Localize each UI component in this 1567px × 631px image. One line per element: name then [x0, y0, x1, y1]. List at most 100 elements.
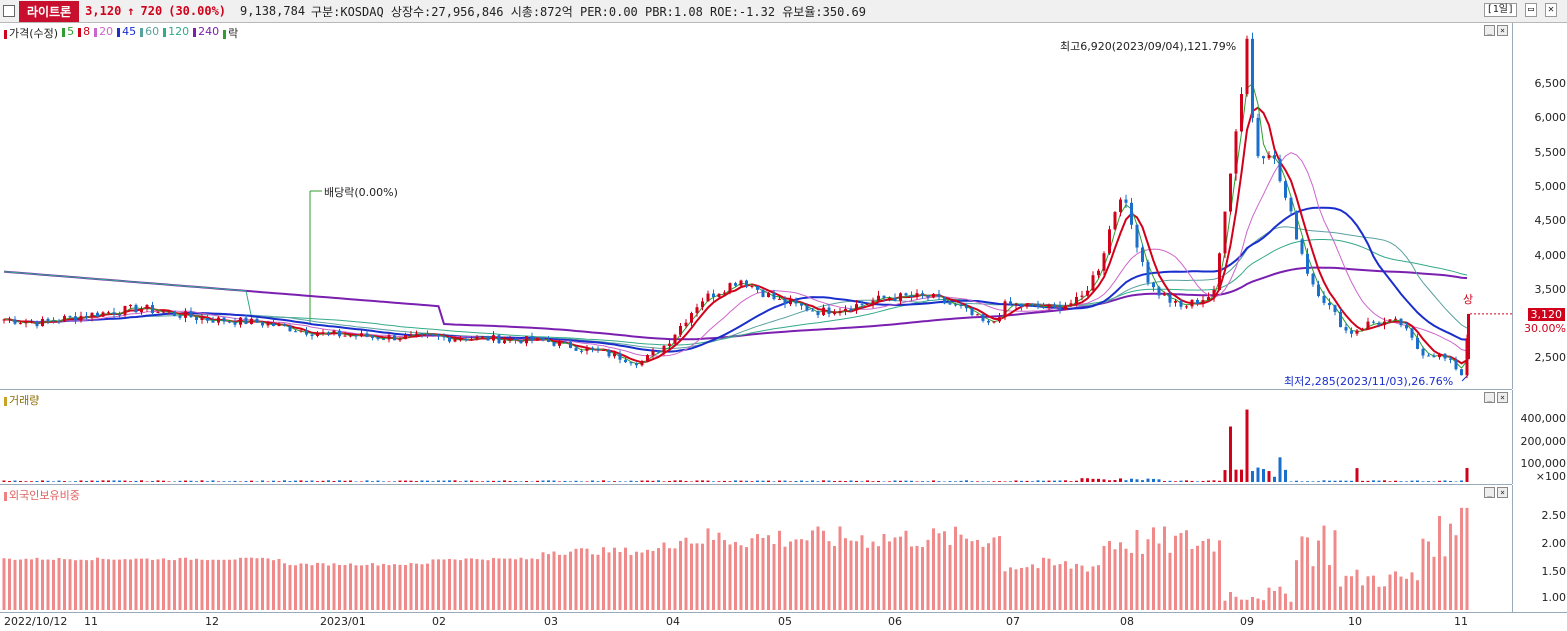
volume-bar — [1246, 410, 1249, 482]
restore-icon[interactable]: ▭ — [1525, 3, 1537, 17]
candle-body — [685, 323, 688, 326]
foreign-ratio-bar — [525, 559, 528, 610]
foreign-ratio-bar — [998, 536, 1001, 610]
candle-body — [1130, 203, 1133, 225]
candle-body — [976, 314, 979, 315]
legend-ex-dividend[interactable]: 락 — [223, 25, 238, 41]
foreign-ratio-chart[interactable] — [0, 485, 1512, 612]
price-legend: 가격(수정) 5 8 20 45 60 120 240 락 — [4, 25, 238, 41]
legend-ma-20[interactable]: 20 — [94, 25, 113, 41]
minimize-icon[interactable]: _ — [1484, 392, 1495, 403]
foreign-ratio-bar — [1433, 557, 1436, 610]
foreign-ratio-bar — [1180, 533, 1183, 610]
volume-bar — [448, 480, 451, 482]
volume-bar — [399, 481, 402, 482]
foreign-ratio-bar — [520, 558, 523, 610]
volume-bar — [1053, 481, 1056, 482]
volume-bar — [536, 481, 539, 482]
foreign-ratio-bar — [553, 552, 556, 610]
select-checkbox[interactable] — [3, 5, 15, 17]
foreign-ratio-bar — [795, 539, 798, 610]
volume-bar — [1422, 481, 1425, 482]
foreign-ratio-bar — [1009, 567, 1012, 610]
legend-ma-60[interactable]: 60 — [140, 25, 159, 41]
legend-ma-45[interactable]: 45 — [117, 25, 136, 41]
close-icon[interactable]: ✕ — [1545, 3, 1557, 17]
volume-bar — [311, 480, 314, 482]
volume-bar — [993, 481, 996, 482]
candle-body — [245, 318, 248, 324]
date-label: 09 — [1240, 615, 1254, 628]
foreign-ratio-bar — [25, 559, 28, 610]
volume-bar — [652, 481, 655, 482]
candle-body — [157, 312, 160, 313]
candle-body — [1070, 303, 1073, 305]
stock-name[interactable]: 라이트론 — [19, 1, 79, 22]
volume-bar — [745, 481, 748, 482]
volume-chart[interactable] — [0, 390, 1512, 484]
foreign-ratio-bar — [91, 560, 94, 610]
volume-bar — [751, 481, 754, 482]
legend-ma-120[interactable]: 120 — [163, 25, 189, 41]
foreign-ratio-bar — [135, 559, 138, 610]
volume-bar — [3, 481, 6, 482]
foreign-ratio-bar — [1213, 552, 1216, 610]
legend-ma-240[interactable]: 240 — [193, 25, 219, 41]
foreign-ratio-bar — [212, 560, 215, 610]
candle-body — [1383, 322, 1386, 325]
volume-bar — [289, 481, 292, 482]
candle-body — [1169, 294, 1172, 302]
price-chart[interactable] — [0, 23, 1512, 389]
foreign-ratio-bar — [822, 531, 825, 610]
volume-bar — [316, 481, 319, 482]
foreign-ratio-bar — [1015, 569, 1018, 610]
foreign-ratio-bar — [481, 560, 484, 610]
candle-body — [668, 344, 671, 346]
candle-body — [410, 334, 413, 335]
volume-bar — [1015, 480, 1018, 482]
foreign-ratio-bar — [388, 565, 391, 610]
price-tick: 5,000 — [1535, 180, 1567, 193]
candle-body — [707, 294, 710, 302]
candle-body — [448, 337, 451, 341]
volume-bar — [190, 481, 193, 482]
candle-body — [1295, 211, 1298, 239]
foreign-ratio-bar — [1460, 508, 1463, 610]
legend-price[interactable]: 가격(수정) — [4, 25, 58, 41]
minimize-icon[interactable]: _ — [1484, 25, 1495, 36]
volume-bar — [1158, 479, 1161, 482]
minimize-icon[interactable]: _ — [1484, 487, 1495, 498]
volume-bar — [1295, 481, 1298, 482]
candle-body — [404, 335, 407, 339]
candle-body — [1020, 304, 1023, 307]
close-icon[interactable]: × — [1497, 392, 1508, 403]
volume-bar — [124, 481, 127, 482]
foreign-ratio-bar — [778, 531, 781, 610]
foreign-ratio-bar — [30, 559, 33, 610]
volume-bar — [927, 481, 930, 482]
foreign-ratio-bar — [828, 541, 831, 610]
volume-bar — [1306, 481, 1309, 482]
candle-body — [795, 300, 798, 303]
legend-ma-8[interactable]: 8 — [78, 25, 90, 41]
candle-body — [69, 316, 72, 317]
volume-bar — [1119, 478, 1122, 482]
volume-bar — [1361, 481, 1364, 482]
volume-bar — [960, 481, 963, 482]
candle-body — [696, 307, 699, 313]
close-icon[interactable]: × — [1497, 25, 1508, 36]
foreign-ratio-bar — [619, 552, 622, 610]
foreign-ratio-bar — [1103, 546, 1106, 610]
candle-body — [426, 334, 429, 335]
legend-ma-5[interactable]: 5 — [62, 25, 74, 41]
period-selector[interactable]: [1일] — [1484, 3, 1517, 17]
foreign-ratio-bar — [404, 565, 407, 610]
close-icon[interactable]: × — [1497, 487, 1508, 498]
volume-bar — [718, 481, 721, 482]
candle-body — [201, 318, 204, 320]
candle-body — [877, 296, 880, 301]
candle-body — [1268, 155, 1271, 158]
volume-bar — [1312, 481, 1315, 482]
price-axis: 6,500 6,000 5,500 5,000 4,500 4,000 3,50… — [1512, 23, 1567, 389]
foreign-ratio-bar — [503, 559, 506, 610]
